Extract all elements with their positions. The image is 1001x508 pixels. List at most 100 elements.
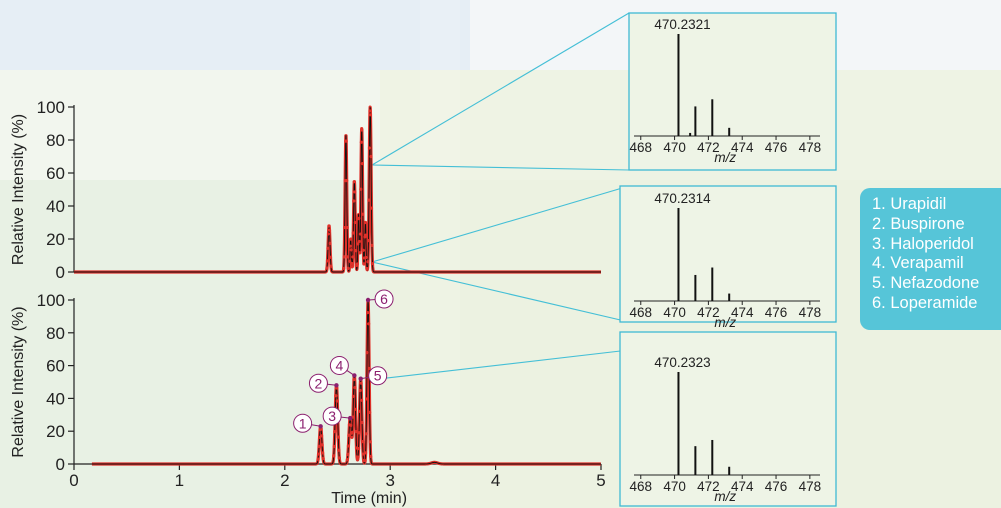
legend-item: 3. Haloperidol <box>872 234 974 253</box>
data-point <box>359 187 363 191</box>
y-tick-label: 100 <box>37 291 65 310</box>
chromatogram-top: 0 20 40 60 80 100 Relative Intensity (%) <box>10 98 603 282</box>
trace-line <box>74 107 601 273</box>
data-point <box>334 394 338 398</box>
peak-label-circle <box>374 289 394 309</box>
data-point <box>355 458 360 462</box>
data-point <box>356 455 360 459</box>
peak-label: 3 <box>328 408 336 424</box>
x-tick-label: 5 <box>596 471 605 490</box>
legend-item: 6. Loperamide <box>872 293 978 312</box>
data-point <box>336 435 340 439</box>
mass-spectrum-2: 468 470 472 474 476 478 m/z 470.2314 <box>619 185 837 330</box>
connector-line <box>371 164 630 171</box>
ms-title: 470.2323 <box>654 355 710 370</box>
data-point <box>347 433 351 437</box>
peak-label: 6 <box>380 291 388 307</box>
data-point <box>349 248 353 252</box>
inset-frame <box>619 185 837 323</box>
data-point <box>362 262 366 266</box>
data-point <box>351 255 355 259</box>
connector-lines <box>369 12 630 381</box>
ms-x-tick-label: 476 <box>765 305 788 320</box>
data-point <box>316 457 320 461</box>
y-tick-label: 20 <box>46 230 65 249</box>
data-point <box>364 432 368 436</box>
inset-frame <box>628 12 837 171</box>
legend-item: 4. Verapamil <box>872 254 964 273</box>
x-tick-label: 4 <box>491 471 500 490</box>
x-tick-label: 2 <box>280 471 289 490</box>
data-point <box>361 212 365 216</box>
legend-item: 1. Urapidil <box>872 195 947 213</box>
y-tick-label: 0 <box>56 455 65 474</box>
data-point <box>366 260 370 264</box>
data-point <box>352 199 356 203</box>
data-point <box>346 452 350 456</box>
data-point <box>363 459 367 463</box>
ms-x-tick-label: 474 <box>731 305 754 320</box>
data-point <box>346 255 350 259</box>
data-point <box>325 266 329 270</box>
data-point <box>351 394 356 399</box>
x-axis-label: Time (min) <box>331 490 407 507</box>
data-point <box>356 242 360 246</box>
peak-label: 1 <box>299 415 307 431</box>
peak-label-circle <box>322 406 342 426</box>
data-point <box>337 448 341 452</box>
y-tick-label: 80 <box>46 324 65 343</box>
y-tick-label: 40 <box>46 197 65 216</box>
data-point <box>335 399 339 403</box>
data-point <box>369 454 373 459</box>
data-point <box>333 430 337 434</box>
data-point <box>368 440 372 444</box>
inset-frame <box>619 331 837 507</box>
data-point <box>366 239 371 243</box>
ms-title: 470.2321 <box>654 17 710 32</box>
data-point <box>364 451 368 455</box>
data-point <box>367 366 371 371</box>
data-point <box>321 451 325 455</box>
ms-x-tick-label: 470 <box>663 305 686 320</box>
peak-marker <box>334 383 339 388</box>
data-point <box>332 444 336 449</box>
data-point <box>320 443 324 447</box>
data-point <box>360 162 364 166</box>
data-point <box>365 397 369 401</box>
data-point <box>364 255 369 260</box>
connector-line <box>371 12 630 166</box>
data-point <box>363 220 368 225</box>
data-point <box>343 225 347 230</box>
y-tick-label: 60 <box>46 357 65 376</box>
data-point <box>353 190 357 194</box>
ms-x-tick-label: 472 <box>697 479 720 494</box>
data-point <box>349 423 353 427</box>
data-point <box>368 410 372 414</box>
peak-label-circle <box>293 413 313 433</box>
ms-x-tick-label: 478 <box>799 140 822 155</box>
data-point <box>346 444 351 448</box>
data-point <box>368 113 373 117</box>
data-point <box>357 409 362 413</box>
y-tick-label: 100 <box>37 98 65 117</box>
data-point <box>361 248 365 252</box>
y-tick-label: 20 <box>46 422 65 441</box>
y-tick-label: 80 <box>46 131 65 150</box>
data-point <box>369 154 373 159</box>
data-point <box>345 225 349 230</box>
ms-title: 470.2314 <box>654 191 711 206</box>
data-point <box>355 262 359 266</box>
trace-line <box>91 300 601 465</box>
y-axis-label: Relative Intensity (%) <box>10 114 27 265</box>
data-point <box>365 351 369 355</box>
peak-marker <box>352 373 357 378</box>
data-point <box>350 264 354 269</box>
data-point <box>325 259 330 263</box>
ms-x-tick-label: 468 <box>629 479 652 494</box>
data-point <box>356 446 361 451</box>
data-point <box>344 139 348 143</box>
data-point <box>354 249 358 253</box>
data-point <box>366 311 370 315</box>
ms-x-tick-label: 476 <box>765 479 788 494</box>
